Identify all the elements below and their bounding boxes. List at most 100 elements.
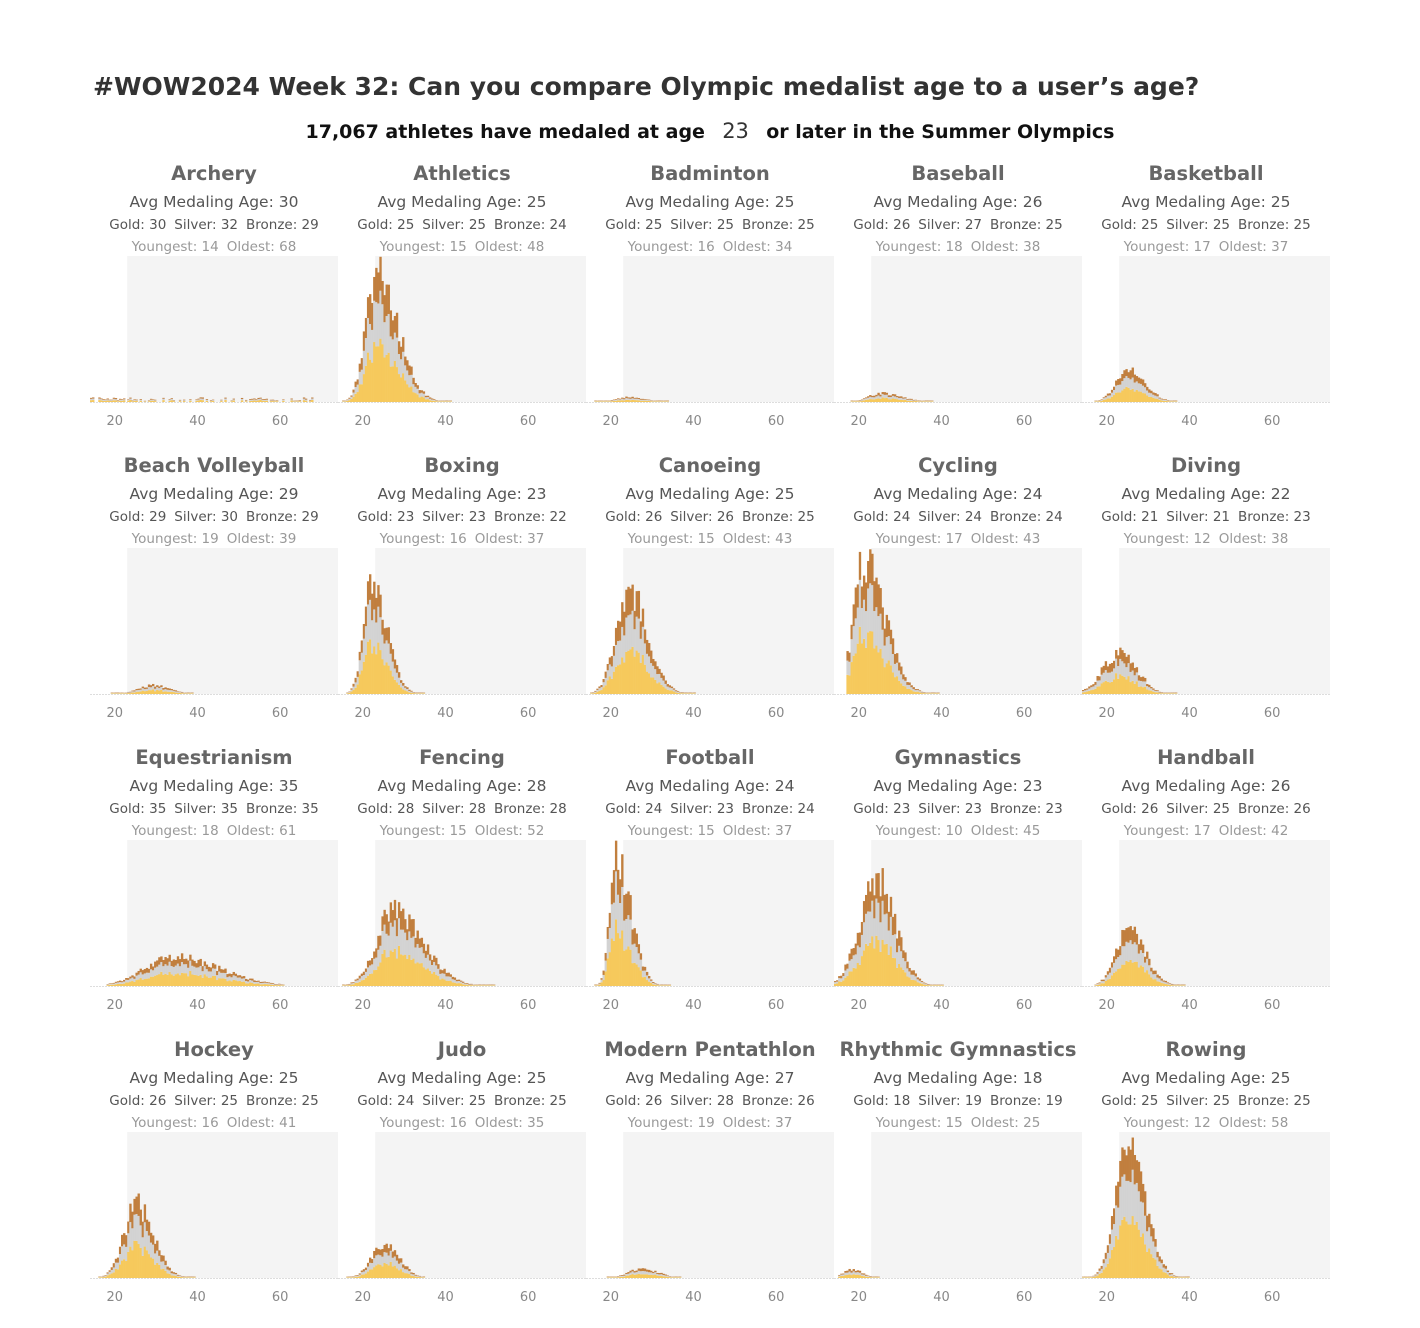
bronze-bar: [1144, 1191, 1146, 1215]
silver-bar: [1148, 687, 1150, 690]
bronze-bar: [417, 1276, 419, 1277]
silver-bar: [609, 664, 611, 676]
gold-bar: [884, 398, 886, 402]
gold-bar: [222, 978, 224, 986]
silver-bar: [640, 400, 642, 401]
bronze-bar: [867, 881, 869, 911]
silver-bar: [417, 944, 419, 962]
silver-bar: [371, 964, 373, 973]
silver-bar: [669, 687, 671, 690]
silver-bar: [152, 1245, 154, 1259]
bronze-bar: [183, 400, 185, 401]
silver-bar: [890, 397, 892, 399]
gold-bar: [1165, 984, 1167, 986]
silver-bar: [894, 396, 896, 399]
x-tick-label: 60: [272, 998, 289, 1013]
bronze-bar: [355, 382, 357, 387]
silver-bar: [146, 973, 148, 979]
age-input[interactable]: 23: [712, 119, 760, 143]
gold-bar: [1152, 398, 1154, 402]
bronze-bar: [1161, 1260, 1163, 1264]
silver-bar: [125, 1247, 127, 1261]
gold-bar: [123, 693, 125, 694]
bronze-bar: [111, 1267, 113, 1270]
gold-bar: [404, 1273, 406, 1278]
silver-bar: [1134, 1184, 1136, 1225]
oldest-age: Oldest: 38: [1219, 531, 1289, 547]
bronze-bar: [619, 399, 621, 400]
bronze-bar: [175, 1273, 177, 1274]
silver-bar: [371, 1263, 373, 1269]
silver-bar: [423, 394, 425, 398]
gold-bar: [152, 1259, 154, 1278]
gold-bar: [140, 401, 142, 402]
gold-bar: [414, 393, 416, 402]
silver-bar: [667, 687, 669, 690]
gold-avg-age: Gold: 23: [357, 509, 414, 525]
bronze-bar: [379, 257, 381, 291]
gold-bar: [656, 401, 658, 402]
gold-bar: [410, 693, 412, 694]
gold-bar: [357, 392, 359, 402]
silver-bar: [142, 974, 144, 979]
silver-bar: [348, 692, 350, 693]
silver-avg-age: Silver: 28: [670, 1093, 734, 1109]
gold-bar: [253, 401, 255, 402]
gold-bar: [917, 401, 919, 402]
bronze-bar: [1140, 677, 1142, 681]
silver-bar: [152, 400, 154, 401]
gold-bar: [1111, 1250, 1113, 1278]
gold-bar: [191, 1277, 193, 1278]
silver-bar: [427, 955, 429, 969]
silver-bar: [169, 690, 171, 692]
age-threshold-shade: [871, 1132, 1082, 1278]
gold-bar: [133, 401, 135, 402]
bronze-bar: [1109, 1234, 1111, 1244]
gold-bar: [629, 1275, 631, 1278]
gold-bar: [113, 400, 115, 402]
youngest-age: Youngest: 15: [876, 1115, 963, 1131]
silver-bar: [390, 336, 392, 366]
gold-bar: [669, 1277, 671, 1278]
gold-bar: [1169, 985, 1171, 986]
silver-bar: [107, 399, 109, 400]
bronze-bar: [121, 981, 123, 982]
silver-bar: [913, 975, 915, 980]
silver-bar: [603, 682, 605, 687]
gold-bar: [636, 1275, 638, 1278]
bronze-bar: [1107, 971, 1109, 974]
bronze-bar: [177, 1275, 179, 1276]
gold-bar: [607, 1277, 609, 1278]
silver-bar: [348, 984, 350, 985]
silver-bar: [264, 983, 266, 984]
x-tick-label: 20: [1099, 1290, 1116, 1305]
silver-bar: [857, 607, 859, 643]
silver-bar: [1127, 663, 1129, 676]
avg-medaling-age: Avg Medaling Age: 25: [90, 1069, 338, 1087]
silver-bar: [1142, 386, 1144, 393]
gold-bar: [485, 985, 487, 986]
gold-bar: [470, 985, 472, 986]
bronze-bar: [381, 916, 383, 931]
gold-bar: [249, 982, 251, 986]
gold-bar: [171, 1275, 173, 1278]
silver-bar: [863, 600, 865, 639]
silver-bar: [419, 393, 421, 397]
gold-bar: [421, 693, 423, 694]
silver-bar: [644, 1271, 646, 1274]
gold-bar: [365, 978, 367, 986]
gold-bar: [371, 974, 373, 986]
gold-bar: [648, 1275, 650, 1278]
bronze-bar: [853, 604, 855, 626]
gold-bar: [1171, 1276, 1173, 1278]
gold-bar: [662, 687, 664, 694]
silver-bar: [908, 685, 910, 689]
silver-bar: [848, 961, 850, 972]
silver-bar: [1146, 1231, 1148, 1252]
silver-bar: [857, 1272, 859, 1275]
gold-bar: [646, 401, 648, 402]
bronze-bar: [646, 1270, 648, 1272]
